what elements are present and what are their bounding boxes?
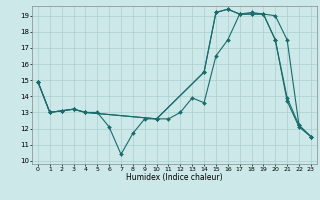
X-axis label: Humidex (Indice chaleur): Humidex (Indice chaleur) <box>126 173 223 182</box>
